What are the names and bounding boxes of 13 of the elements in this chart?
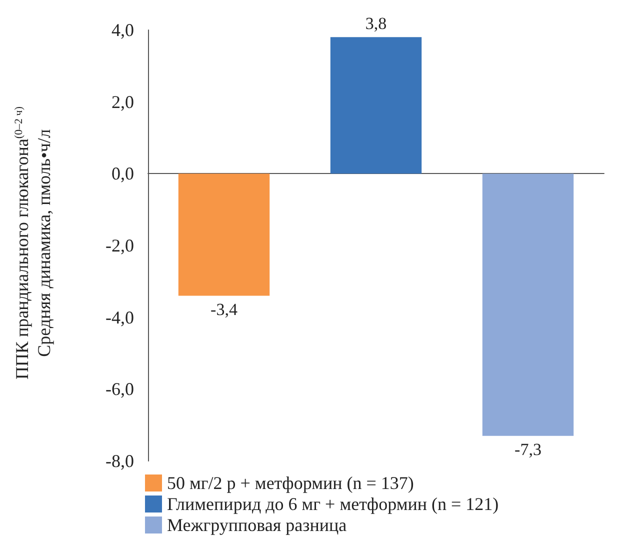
y-tick-label: -4,0	[106, 307, 134, 328]
legend-label: Глимепирид до 6 мг + метформин (n = 121)	[167, 494, 499, 514]
data-label: -7,3	[514, 440, 542, 459]
y-tick-label: -2,0	[106, 236, 134, 256]
data-label: -3,4	[210, 300, 238, 319]
legend-label: 50 мг/2 р + метформин (n = 137)	[167, 473, 414, 493]
legend-label: Межгрупповая разница	[167, 515, 347, 535]
y-tick-label: -8,0	[106, 451, 134, 471]
data-label: 3,8	[365, 14, 387, 34]
y-tick-label: 2,0	[112, 92, 134, 112]
y-tick-label: -6,0	[106, 379, 134, 400]
y-tick-label: 4,0	[112, 20, 134, 40]
y-tick-label: 0,0	[112, 164, 134, 184]
